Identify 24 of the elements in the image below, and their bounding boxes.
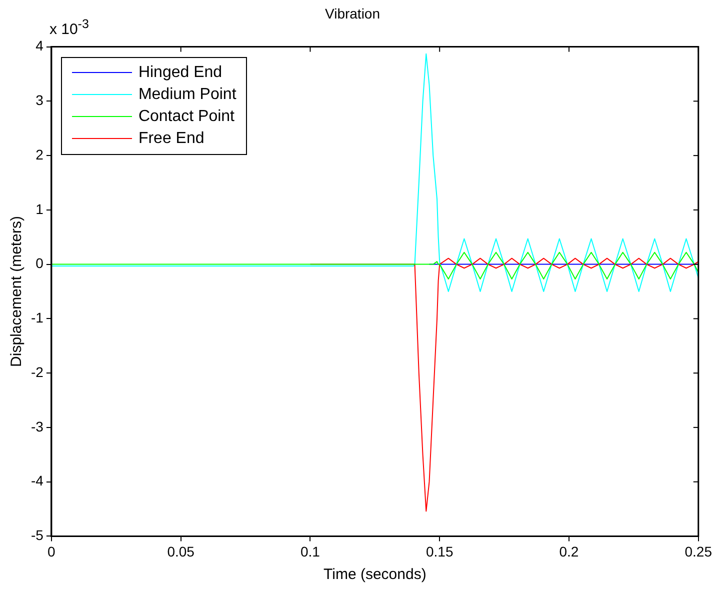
y-tick-label: -1 — [30, 310, 44, 326]
legend-label: Medium Point — [138, 86, 236, 104]
y-tick-label: 1 — [36, 200, 44, 217]
x-tick-label: 0.1 — [300, 543, 320, 560]
x-tick-label: 0 — [48, 543, 56, 560]
legend-label: Free End — [138, 130, 204, 148]
x-tick-label: 0.05 — [167, 543, 195, 560]
y-tick-label: 0 — [36, 255, 44, 272]
y-tick-label: -5 — [30, 527, 44, 544]
x-axis-title: Time (seconds) — [324, 566, 426, 584]
y-axis-title: Displacement (meters) — [8, 216, 26, 367]
legend-label: Contact Point — [138, 108, 234, 126]
x-tick-label: 0.2 — [559, 543, 579, 560]
chart-title: Vibration — [324, 5, 380, 22]
y-tick-label: 2 — [36, 146, 44, 162]
x-tick-label: 0.15 — [426, 543, 454, 560]
y-tick-label: 3 — [36, 92, 44, 108]
text: x 10$^{-3}$ — [49, 16, 89, 38]
x-tick-label: 0.25 — [684, 543, 712, 560]
y-tick-label: -2 — [30, 364, 44, 380]
legend-label: Hinged End — [138, 64, 222, 82]
y-tick-label: -4 — [30, 472, 44, 489]
y-tick-label: 4 — [36, 38, 44, 54]
y-tick-label: -3 — [30, 418, 44, 434]
